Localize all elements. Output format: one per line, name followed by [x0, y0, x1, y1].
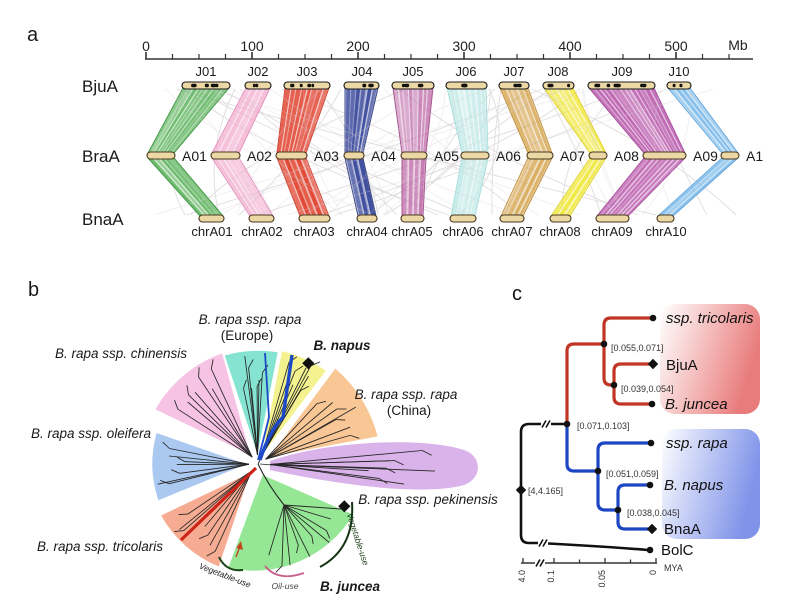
svg-text:[0.051,0.059]: [0.051,0.059]	[606, 469, 659, 479]
svg-text:Oil-use: Oil-use	[272, 581, 299, 591]
svg-text:B. rapa ssp. tricolaris: B. rapa ssp. tricolaris	[37, 539, 163, 554]
svg-text:BjuA: BjuA	[666, 357, 698, 374]
svg-text:A06: A06	[496, 148, 521, 164]
svg-text:[0.055,0.071]: [0.055,0.071]	[611, 343, 664, 353]
svg-text:chrA10: chrA10	[645, 224, 686, 239]
svg-text:B. juncea: B. juncea	[665, 396, 728, 413]
svg-text:J04: J04	[352, 64, 373, 79]
svg-text:A09: A09	[693, 148, 718, 164]
svg-text:[0.071,0.103]: [0.071,0.103]	[577, 421, 630, 431]
svg-text:A04: A04	[371, 148, 396, 164]
svg-text:[4,4.165]: [4,4.165]	[528, 486, 563, 496]
svg-text:Mb: Mb	[728, 37, 748, 53]
svg-text:chrA05: chrA05	[391, 224, 432, 239]
svg-text:300: 300	[452, 38, 476, 54]
svg-text:J07: J07	[504, 64, 525, 79]
svg-text:400: 400	[558, 38, 582, 54]
svg-text:[0.038,0.045]: [0.038,0.045]	[627, 508, 680, 518]
svg-text:B. rapa ssp. rapa: B. rapa ssp. rapa	[199, 312, 302, 327]
svg-text:B. rapa ssp. chinensis: B. rapa ssp. chinensis	[55, 346, 187, 361]
svg-text:J05: J05	[403, 64, 424, 79]
svg-text:A05: A05	[434, 148, 459, 164]
svg-text:A03: A03	[314, 148, 339, 164]
svg-text:B. rapa ssp. rapa: B. rapa ssp. rapa	[355, 387, 458, 402]
svg-text:500: 500	[664, 38, 688, 54]
svg-text:BjuA: BjuA	[82, 77, 119, 96]
svg-text:BnaA: BnaA	[82, 210, 124, 229]
svg-text:J09: J09	[612, 64, 633, 79]
svg-text:MYA: MYA	[664, 563, 683, 573]
svg-text:J02: J02	[248, 64, 269, 79]
svg-text:B. napus: B. napus	[664, 477, 724, 494]
svg-text:0: 0	[142, 38, 150, 54]
svg-text:chrA06: chrA06	[442, 224, 483, 239]
svg-text:B. rapa ssp. oleifera: B. rapa ssp. oleifera	[31, 426, 152, 441]
svg-text:ssp. rapa: ssp. rapa	[666, 435, 728, 452]
svg-text:J01: J01	[196, 64, 217, 79]
svg-text:A02: A02	[247, 148, 272, 164]
svg-text:[0.039,0.054]: [0.039,0.054]	[621, 384, 674, 394]
svg-text:J08: J08	[548, 64, 569, 79]
svg-text:200: 200	[346, 38, 370, 54]
svg-text:BolC: BolC	[661, 542, 694, 559]
svg-text:(Europe): (Europe)	[221, 328, 274, 343]
svg-text:A01: A01	[182, 148, 207, 164]
svg-text:100: 100	[240, 38, 264, 54]
svg-text:b: b	[28, 279, 39, 301]
svg-text:B. rapa ssp. pekinensis: B. rapa ssp. pekinensis	[358, 492, 498, 507]
svg-text:chrA08: chrA08	[539, 224, 580, 239]
svg-text:a: a	[27, 24, 39, 46]
svg-text:chrA03: chrA03	[293, 224, 334, 239]
svg-text:A1: A1	[746, 148, 763, 164]
svg-text:c: c	[512, 283, 522, 305]
svg-text:(China): (China)	[387, 403, 431, 418]
svg-text:BnaA: BnaA	[664, 521, 701, 538]
svg-text:0.05: 0.05	[597, 570, 607, 588]
svg-text:chrA07: chrA07	[491, 224, 532, 239]
svg-text:J06: J06	[456, 64, 477, 79]
svg-text:ssp. tricolaris: ssp. tricolaris	[666, 310, 754, 327]
svg-text:chrA02: chrA02	[241, 224, 282, 239]
svg-text:4.0: 4.0	[517, 570, 527, 583]
svg-text:0: 0	[648, 570, 658, 575]
svg-text:BraA: BraA	[82, 147, 120, 166]
svg-text:chrA09: chrA09	[591, 224, 632, 239]
svg-text:A08: A08	[614, 148, 639, 164]
svg-text:B. napus: B. napus	[313, 338, 370, 353]
svg-text:0.1: 0.1	[546, 570, 556, 583]
svg-text:J03: J03	[297, 64, 318, 79]
svg-text:chrA01: chrA01	[191, 224, 232, 239]
svg-text:B. juncea: B. juncea	[320, 579, 381, 594]
svg-text:J10: J10	[669, 64, 690, 79]
svg-text:chrA04: chrA04	[346, 224, 387, 239]
svg-text:A07: A07	[560, 148, 585, 164]
